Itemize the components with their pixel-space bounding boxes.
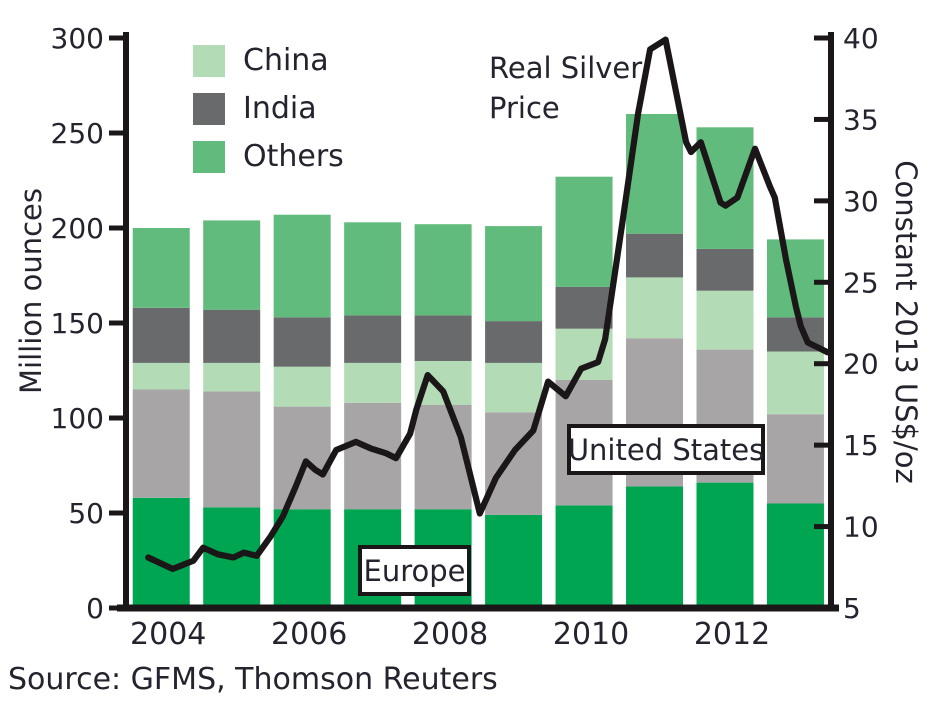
bar-segment-others-2007 — [344, 222, 402, 316]
right-axis-tick-label: 5 — [843, 592, 861, 625]
bar-segment-europe-2010 — [555, 505, 613, 608]
bar-segment-others-2006 — [273, 214, 331, 318]
x-axis-line — [117, 604, 839, 612]
right-axis-tick-label: 40 — [843, 22, 879, 55]
right-axis-tick-label: 35 — [843, 103, 879, 136]
legend-item-china: China — [193, 45, 344, 77]
bar-segment-europe-2009 — [485, 514, 543, 608]
left-axis-tick-label: 300 — [51, 22, 104, 55]
legend-swatch-others — [193, 141, 225, 173]
x-axis-tick-label: 2006 — [271, 617, 347, 652]
annotation-europe: Europe — [358, 545, 471, 596]
bar-segment-india-2006 — [273, 317, 331, 367]
x-axis-tick-label: 2004 — [130, 617, 206, 652]
right-axis-line — [828, 32, 834, 611]
right-axis-tick — [814, 198, 831, 204]
left-axis-tick-label: 50 — [68, 497, 104, 530]
bar-segment-europe-2004 — [132, 497, 190, 608]
price-label-line2: Price — [489, 91, 560, 125]
annotation-real-silver-price: Real Silver Price — [489, 48, 642, 128]
left-axis-tick — [109, 320, 126, 326]
bar-segment-others-2008 — [414, 224, 472, 316]
bar-segment-india-2004 — [132, 307, 190, 363]
bar-segment-india-2009 — [485, 321, 543, 363]
bar-segment-china-2011 — [626, 277, 684, 339]
legend-swatch-india — [193, 93, 225, 125]
right-axis-tick-label: 30 — [843, 185, 879, 218]
bar-segment-china-2004 — [132, 362, 190, 390]
legend-label: Others — [243, 139, 344, 174]
legend-swatch-china — [193, 45, 225, 77]
bar-segment-europe-2011 — [626, 486, 684, 608]
bar-segment-india-2008 — [414, 315, 472, 361]
right-axis-tick — [814, 116, 831, 122]
bar-segment-united-states-2004 — [132, 389, 190, 498]
left-axis-tick — [109, 510, 126, 516]
left-axis-tick-label: 0 — [86, 592, 104, 625]
bar-segment-europe-2006 — [273, 509, 331, 608]
bar-segment-india-2012 — [696, 248, 754, 291]
bar-segment-china-2005 — [203, 362, 261, 392]
left-axis-tick — [109, 35, 126, 41]
bar-segment-others-2005 — [203, 220, 261, 310]
bar-segment-others-2009 — [485, 226, 543, 322]
europe-label: Europe — [363, 553, 466, 588]
bar-segment-india-2007 — [344, 315, 402, 363]
right-axis-tick-label: 25 — [843, 266, 879, 299]
bar-segment-others-2004 — [132, 228, 190, 308]
bar-segment-china-2007 — [344, 362, 402, 403]
bar-segment-india-2005 — [203, 309, 261, 363]
real-silver-price-line — [145, 36, 831, 573]
left-axis-tick-label: 200 — [51, 212, 104, 245]
united-states-label: United States — [567, 432, 765, 467]
right-axis-tick — [814, 442, 831, 448]
x-axis-tick-label: 2010 — [553, 617, 629, 652]
right-axis-tick-label: 10 — [843, 511, 879, 544]
bar-segment-china-2006 — [273, 366, 331, 407]
right-axis-tick — [814, 524, 831, 530]
right-axis-tick — [814, 605, 831, 611]
right-axis-tick — [814, 35, 831, 41]
legend-label: India — [243, 91, 317, 126]
bar-segment-india-2011 — [626, 233, 684, 278]
right-axis-tick-label: 15 — [843, 429, 879, 462]
source-note: Source: GFMS, Thomson Reuters — [8, 662, 498, 697]
left-axis-tick — [109, 415, 126, 421]
price-label-line1: Real Silver — [489, 51, 643, 85]
bar-segment-europe-2012 — [696, 482, 754, 608]
bar-segment-india-2010 — [555, 286, 613, 329]
left-axis-tick-label: 150 — [51, 307, 104, 340]
right-axis-title: Constant 2013 US$/oz — [889, 160, 923, 484]
legend: China India Others — [193, 45, 344, 173]
left-axis-tick-label: 250 — [51, 117, 104, 150]
bar-segment-united-states-2013 — [766, 414, 824, 504]
right-axis-tick-label: 20 — [843, 348, 879, 381]
legend-item-others: Others — [193, 141, 344, 173]
annotation-united-states: United States — [567, 424, 765, 475]
bar-segment-united-states-2006 — [273, 406, 331, 510]
x-axis-tick-label: 2012 — [694, 617, 770, 652]
bar-segment-united-states-2005 — [203, 391, 261, 508]
bar-segment-china-2012 — [696, 290, 754, 350]
bar-segment-others-2010 — [555, 176, 613, 287]
left-axis-tick — [109, 225, 126, 231]
left-axis-title: Million ounces — [14, 188, 48, 394]
right-axis-tick — [814, 279, 831, 285]
bar-segment-united-states-2008 — [414, 404, 472, 510]
bar-segment-europe-2013 — [766, 503, 824, 608]
bar-segment-china-2009 — [485, 362, 543, 413]
bar-segment-china-2013 — [766, 351, 824, 415]
right-axis-tick — [814, 361, 831, 367]
left-axis-tick — [109, 605, 126, 611]
left-axis-tick — [109, 130, 126, 136]
left-axis-tick-label: 100 — [51, 402, 104, 435]
x-axis-tick-label: 2008 — [412, 617, 488, 652]
legend-item-india: India — [193, 93, 344, 125]
legend-label: China — [243, 43, 329, 78]
